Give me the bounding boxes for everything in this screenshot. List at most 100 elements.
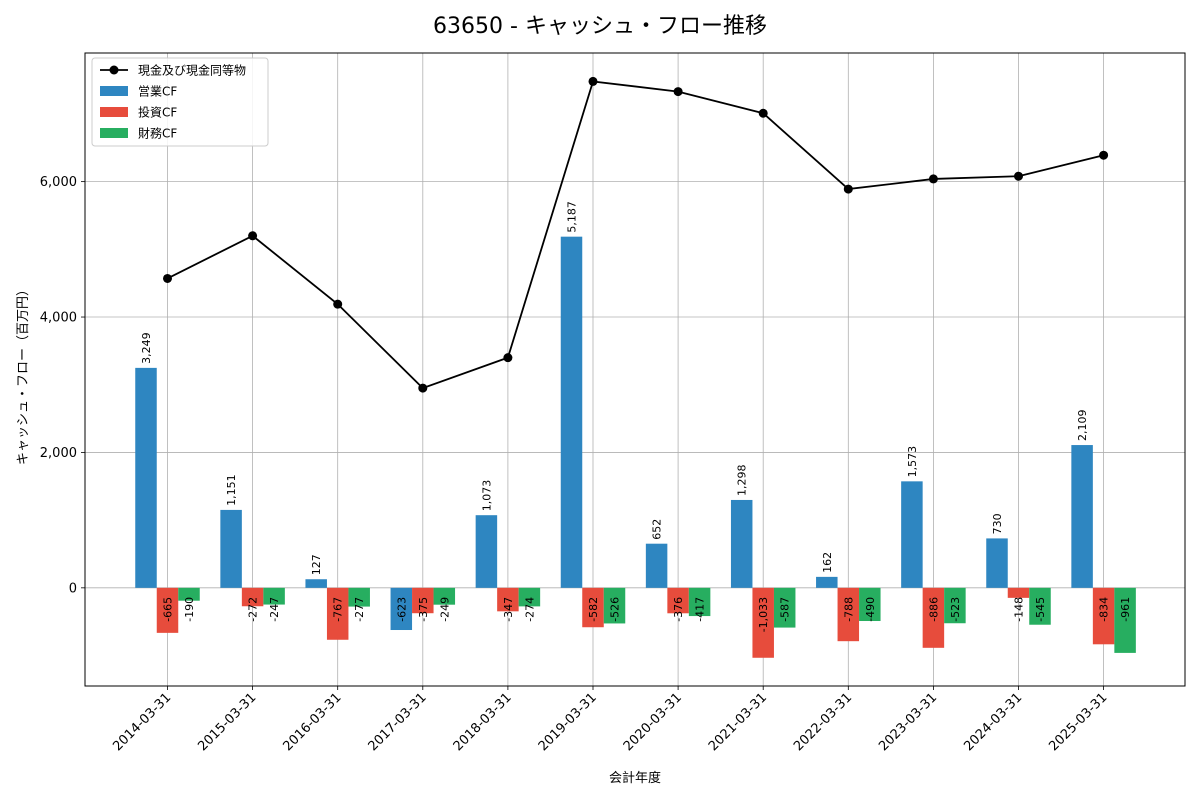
x-tick-label: 2014-03-31 — [110, 690, 174, 754]
data-label: -767 — [332, 597, 345, 622]
bar-財務CF — [1114, 587, 1136, 653]
legend-label: 現金及び現金同等物 — [138, 63, 246, 78]
data-label: -347 — [502, 597, 515, 622]
bar-財務CF — [859, 587, 881, 622]
bar-財務CF — [773, 587, 796, 628]
bar-営業CF — [475, 515, 498, 588]
data-label: -375 — [417, 597, 430, 622]
y-tick-label: 4,000 — [40, 311, 77, 326]
legend-marker — [109, 65, 119, 75]
data-label: -886 — [927, 597, 940, 622]
x-tick-label: 2018-03-31 — [451, 690, 515, 754]
bar-営業CF — [986, 538, 1008, 588]
data-label: -587 — [779, 597, 792, 622]
bar-財務CF — [263, 587, 285, 605]
bar-財務CF — [348, 587, 370, 607]
data-label: -623 — [395, 597, 408, 622]
data-label: -665 — [162, 597, 175, 622]
legend-label: 営業CF — [138, 85, 177, 99]
y-tick-label: 0 — [69, 581, 77, 596]
data-label: -272 — [247, 597, 260, 622]
x-tick-label: 2022-03-31 — [791, 690, 855, 754]
line-point — [588, 76, 598, 86]
x-tick-label: 2019-03-31 — [536, 690, 600, 754]
data-label: -148 — [1013, 597, 1026, 622]
bar-投資CF — [922, 587, 945, 648]
line-point — [503, 353, 513, 363]
data-label: -788 — [842, 597, 855, 622]
data-label: -545 — [1034, 597, 1047, 622]
x-axis-label: 会計年度 — [609, 770, 661, 786]
bar-投資CF — [412, 587, 434, 614]
x-tick-label: 2015-03-31 — [195, 690, 259, 754]
bar-財務CF — [518, 587, 541, 607]
bar-営業CF — [730, 499, 753, 588]
bar-投資CF — [837, 587, 860, 642]
line-point — [1014, 171, 1023, 181]
bar-営業CF — [220, 509, 242, 588]
x-tick-label: 2016-03-31 — [280, 690, 344, 754]
bar-投資CF — [667, 587, 689, 614]
legend-swatch — [100, 86, 128, 96]
legend-label: 財務CF — [138, 126, 177, 141]
y-tick-label: 6,000 — [40, 175, 77, 190]
data-label: -417 — [694, 597, 707, 622]
plot-area: 0 2,000 4,000 6,000 3,249 1,151 127 -623 1,073 5,… — [40, 52, 1186, 754]
data-label: 652 — [651, 519, 664, 540]
line-point — [333, 299, 343, 309]
bar-投資CF — [326, 587, 349, 640]
data-label: -190 — [183, 597, 196, 622]
data-label: -523 — [949, 597, 962, 622]
bar-営業CF — [390, 587, 413, 631]
line-point — [843, 184, 853, 194]
data-label: 3,249 — [140, 332, 153, 364]
data-label: -277 — [353, 597, 366, 622]
bar-営業CF — [1071, 445, 1093, 588]
bar-営業CF — [816, 576, 838, 588]
bar-営業CF — [645, 543, 668, 588]
line-point — [248, 231, 258, 241]
legend-swatch — [100, 107, 128, 117]
data-label: 127 — [310, 554, 323, 575]
legend-label: 投資CF — [138, 105, 177, 120]
bar-営業CF — [135, 367, 157, 588]
x-tick-label: 2020-03-31 — [621, 690, 685, 754]
legend-box — [91, 57, 269, 147]
bar-営業CF — [901, 481, 923, 588]
data-label: -1,033 — [757, 597, 770, 632]
data-label: 5,187 — [566, 201, 579, 233]
y-axis-label: キャッシュ・フロー（百万円） — [16, 283, 31, 465]
data-label: -249 — [438, 597, 451, 622]
x-tick-label: 2017-03-31 — [366, 690, 430, 754]
x-tick-label: 2024-03-31 — [961, 690, 1025, 754]
bar-財務CF — [178, 587, 200, 601]
line-point — [673, 87, 683, 97]
chart-title: 63650 - キャッシュ・フロー推移 — [433, 14, 767, 39]
data-label: 1,573 — [906, 446, 919, 478]
data-label: 1,073 — [480, 480, 493, 512]
data-label: 730 — [991, 513, 1004, 534]
x-tick-label: 2021-03-31 — [706, 690, 770, 754]
data-label: -582 — [587, 597, 600, 622]
data-label: -376 — [672, 597, 685, 622]
data-label: -834 — [1098, 597, 1111, 622]
data-label: 162 — [821, 552, 834, 573]
x-tick-label: 2025-03-31 — [1046, 690, 1110, 754]
data-label: -274 — [523, 597, 536, 622]
data-label: -961 — [1119, 597, 1132, 622]
bar-財務CF — [603, 587, 626, 624]
bar-営業CF — [305, 579, 327, 588]
bar-財務CF — [433, 587, 456, 605]
bar-投資CF — [1092, 587, 1115, 645]
legend-swatch — [100, 128, 128, 138]
data-label: 1,298 — [736, 464, 749, 496]
data-label: 1,151 — [225, 474, 238, 506]
data-label: -526 — [609, 597, 622, 622]
bar-投資CF — [582, 587, 604, 628]
bar-投資CF — [1007, 587, 1030, 598]
bar-財務CF — [688, 587, 711, 617]
bar-営業CF — [560, 236, 583, 588]
line-point — [163, 273, 172, 283]
bar-財務CF — [1029, 587, 1051, 625]
